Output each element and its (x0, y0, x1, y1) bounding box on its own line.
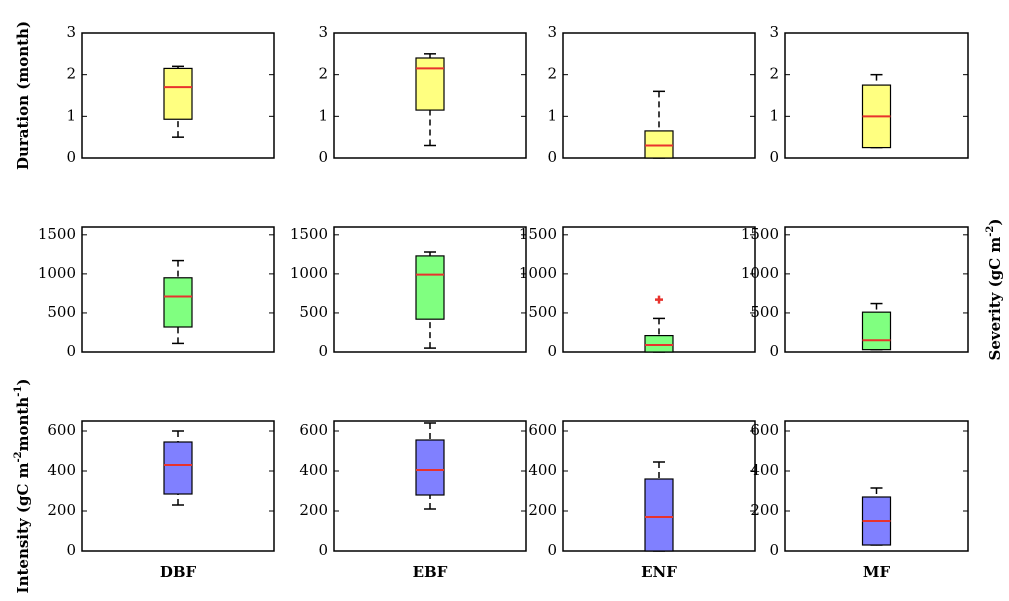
y-label-part: ) (986, 219, 1004, 226)
y-tick-label: 600 (528, 421, 557, 439)
y-tick-label: 200 (299, 501, 328, 519)
y-label-part: ) (14, 379, 32, 386)
y-tick-label: 1500 (290, 225, 328, 243)
y-tick-label: 400 (528, 461, 557, 479)
box (163, 67, 193, 120)
y-tick-label: 600 (299, 421, 328, 439)
box (415, 439, 445, 496)
y-tick-label: 1500 (38, 225, 76, 243)
y-tick-label: 0 (769, 342, 779, 360)
y-tick-label: 1 (318, 106, 328, 124)
y-tick-label: 600 (750, 421, 779, 439)
y-tick-label: 2 (318, 65, 328, 83)
y-label-part: month (14, 397, 32, 452)
y-tick-label: 1500 (519, 225, 557, 243)
y-tick-label: 1000 (741, 264, 779, 282)
y-tick-label: 200 (47, 501, 76, 519)
y-tick-label: 2 (769, 65, 779, 83)
y-tick-label: 2 (547, 65, 557, 83)
y-tick-label: 200 (528, 501, 557, 519)
y-tick-label: 0 (66, 342, 76, 360)
y-tick-label: 3 (318, 23, 328, 41)
y-tick-label: 0 (318, 342, 328, 360)
y-tick-label: 600 (47, 421, 76, 439)
y-tick-label: 0 (66, 541, 76, 559)
y-tick-label: 0 (769, 541, 779, 559)
y-label-part: -2 (985, 226, 996, 237)
outlier (655, 295, 663, 304)
y-tick-label: 500 (299, 303, 328, 321)
y-label-part: -1 (13, 386, 24, 397)
y-tick-label: 1 (769, 106, 779, 124)
x-label: DBF (160, 563, 197, 581)
y-tick-label: 0 (318, 541, 328, 559)
y-tick-label: 500 (750, 303, 779, 321)
x-label: ENF (641, 563, 677, 581)
y-label: Duration (month) (14, 21, 32, 170)
y-tick-label: 3 (547, 23, 557, 41)
y-tick-label: 500 (528, 303, 557, 321)
y-tick-label: 0 (66, 148, 76, 166)
y-tick-label: 400 (750, 461, 779, 479)
y-tick-label: 1000 (38, 264, 76, 282)
y-label-part: Severity (gC m (986, 237, 1004, 361)
y-tick-label: 1000 (519, 264, 557, 282)
y-tick-label: 0 (318, 148, 328, 166)
y-tick-label: 1500 (741, 225, 779, 243)
y-tick-label: 400 (299, 461, 328, 479)
box (644, 130, 674, 159)
box (644, 478, 674, 552)
y-label: Intensity (gC m-2month-1) (13, 379, 32, 594)
box (163, 277, 193, 328)
box (415, 255, 445, 320)
y-tick-label: 1 (547, 106, 557, 124)
y-tick-label: 0 (769, 148, 779, 166)
x-label: EBF (413, 563, 448, 581)
y-label-part: -2 (13, 451, 24, 462)
y-tick-label: 0 (547, 148, 557, 166)
box (415, 57, 445, 111)
box (644, 334, 674, 353)
y-label-part: Intensity (gC m (14, 462, 32, 593)
y-tick-label: 2 (66, 65, 76, 83)
x-label: MF (863, 563, 891, 581)
y-tick-label: 3 (769, 23, 779, 41)
y-tick-label: 1000 (290, 264, 328, 282)
y-tick-label: 400 (47, 461, 76, 479)
y-tick-label: 3 (66, 23, 76, 41)
y-tick-label: 1 (66, 106, 76, 124)
y-tick-label: 200 (750, 501, 779, 519)
y-label: Severity (gC m-2) (985, 219, 1004, 361)
y-label-part: Duration (month) (14, 21, 32, 170)
y-tick-label: 500 (47, 303, 76, 321)
box (163, 441, 193, 495)
y-tick-label: 0 (547, 342, 557, 360)
y-tick-label: 0 (547, 541, 557, 559)
box (861, 311, 892, 351)
